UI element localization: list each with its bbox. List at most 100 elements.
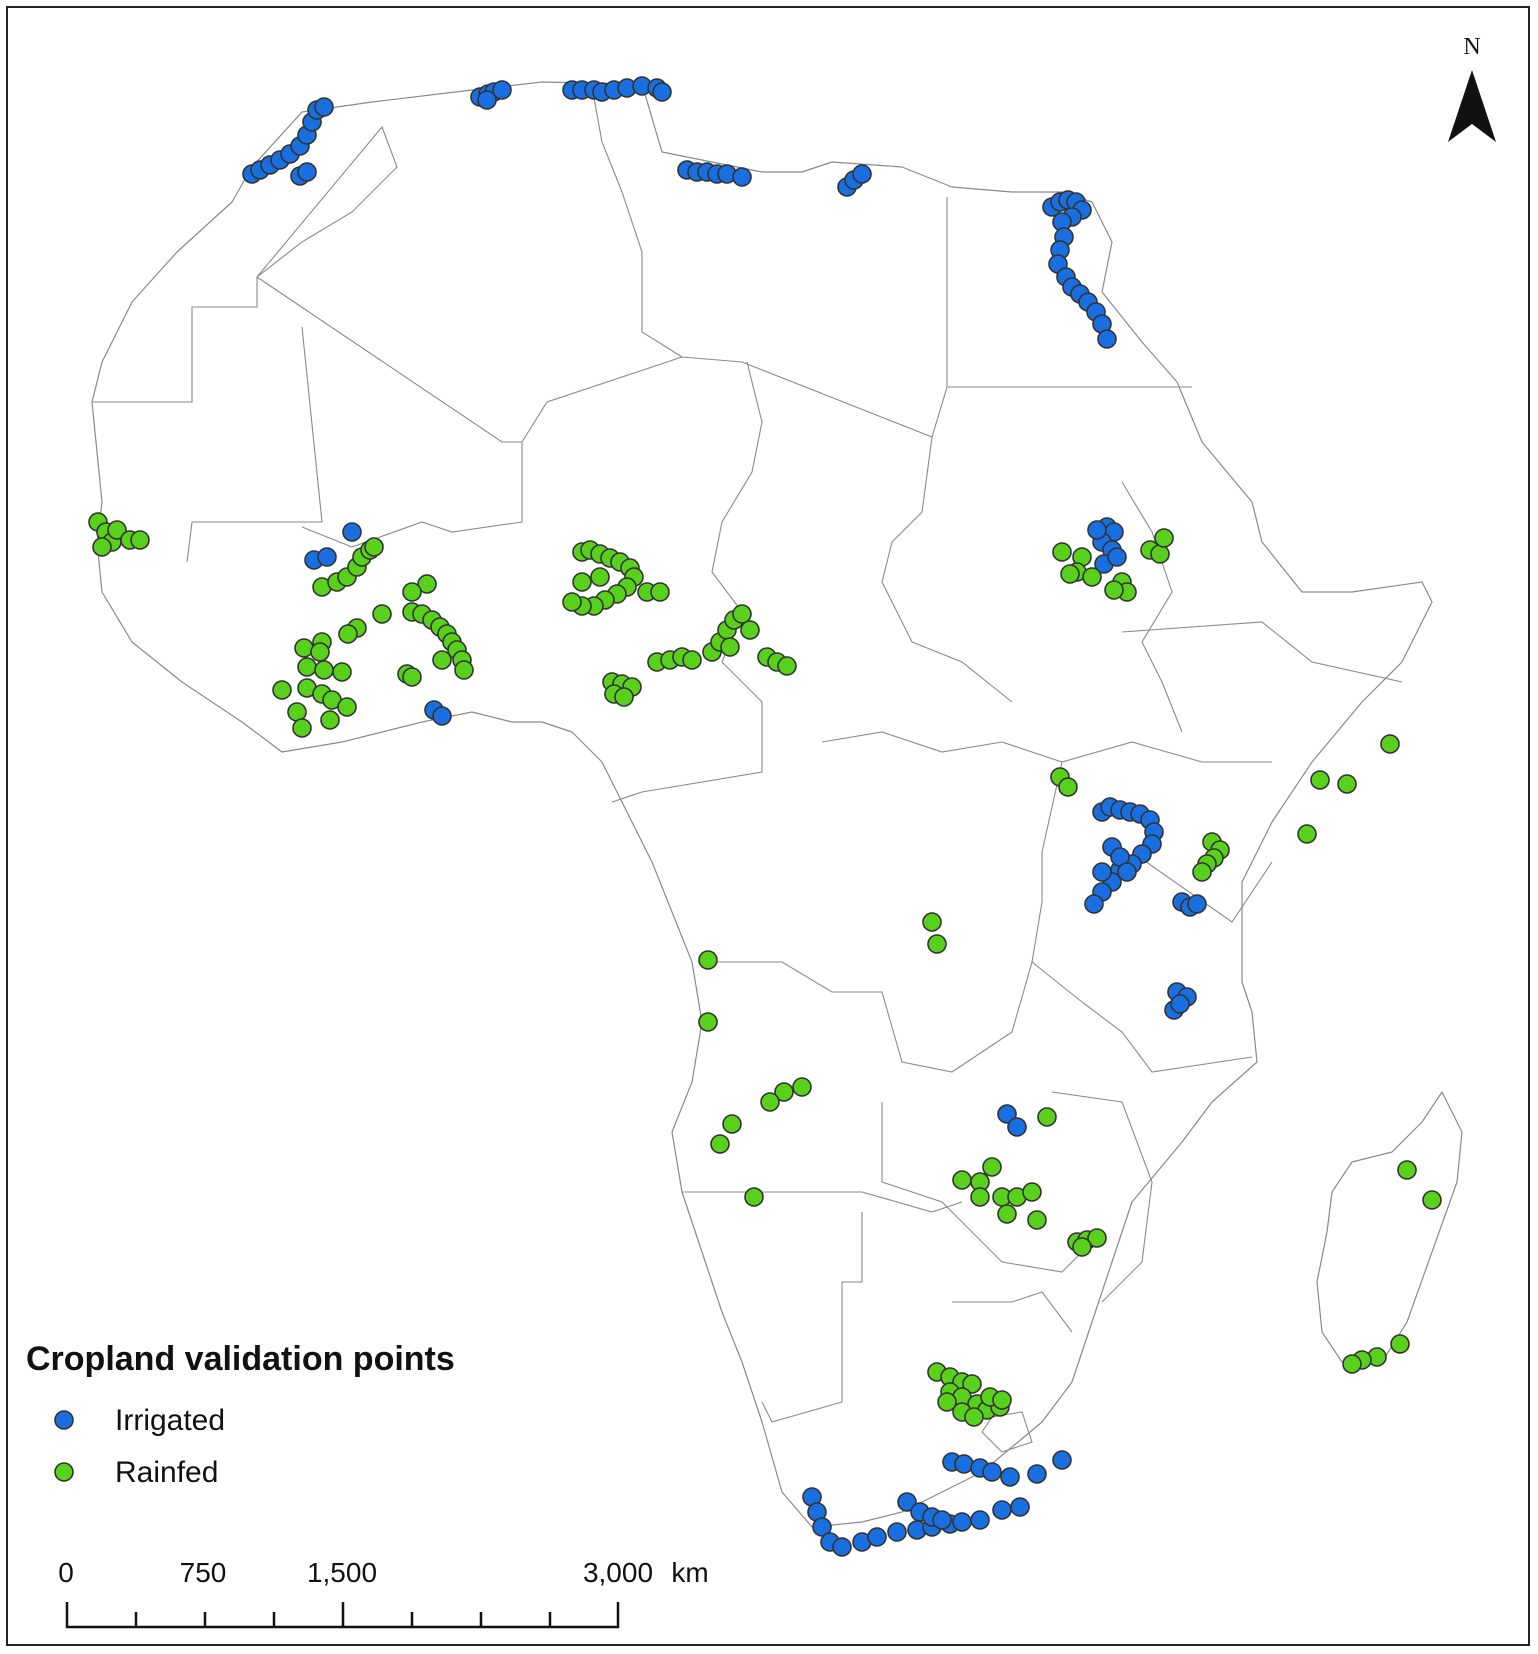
irrigated-point [954, 1454, 974, 1474]
irrigated-point [932, 1510, 952, 1530]
scale-bar: 0 750 1,500 3,000 km [58, 1557, 709, 1629]
irrigated-point [1007, 1117, 1027, 1137]
rainfed-point [1022, 1182, 1042, 1202]
rainfed-point [614, 687, 634, 707]
rainfed-point [338, 624, 358, 644]
africa-map: N Cropland validation points Irrigated R… [26, 34, 1496, 1629]
rainfed-point [937, 1392, 957, 1412]
rainfed-point [1154, 528, 1174, 548]
irrigated-point [1052, 1450, 1072, 1470]
irrigated-point [297, 162, 317, 182]
rainfed-point [1104, 580, 1124, 600]
rainfed-point [952, 1170, 972, 1190]
irrigated-point [317, 547, 337, 567]
north-arrow: N [1448, 34, 1496, 142]
irrigated-point [997, 1104, 1017, 1124]
rainfed-point [590, 567, 610, 587]
irrigated-point [887, 1522, 907, 1542]
scale-unit: km [671, 1557, 708, 1588]
legend: Cropland validation points Irrigated Rai… [26, 1340, 455, 1489]
rainfed-point [320, 710, 340, 730]
rainfed-point [130, 530, 150, 550]
irrigated-point [852, 164, 872, 184]
irrigated-point [1084, 894, 1104, 914]
rainfed-point [720, 637, 740, 657]
rainfed-point [292, 718, 312, 738]
irrigated-point [477, 90, 497, 110]
irrigated-point [342, 522, 362, 542]
rainfed-point [774, 1082, 794, 1102]
rainfed-points [88, 512, 1442, 1427]
irrigated-point [897, 1492, 917, 1512]
irrigated-point [812, 1517, 832, 1537]
rainfed-point [1380, 734, 1400, 754]
rainfed-point [272, 680, 292, 700]
rainfed-point [402, 667, 422, 687]
rainfed-point [760, 1092, 780, 1112]
rainfed-point [1027, 1210, 1047, 1230]
rainfed-point [92, 537, 112, 557]
rainfed-point [1422, 1190, 1442, 1210]
legend-rainfed-label: Rainfed [115, 1456, 218, 1489]
irrigated-points [242, 76, 1207, 1557]
rainfed-point [1087, 1228, 1107, 1248]
rainfed-point [777, 656, 797, 676]
map-frame: N Cropland validation points Irrigated R… [6, 6, 1530, 1646]
rainfed-point [332, 662, 352, 682]
rainfed-point [698, 950, 718, 970]
rainfed-point [337, 697, 357, 717]
rainfed-point [970, 1187, 990, 1207]
irrigated-point [867, 1527, 887, 1547]
rainfed-point [1192, 862, 1212, 882]
rainfed-point [417, 574, 437, 594]
irrigated-point [982, 1462, 1002, 1482]
rainfed-point [922, 912, 942, 932]
irrigated-point [492, 80, 512, 100]
legend-irrigated-swatch [54, 1410, 74, 1430]
scale-label-3000: 3,000 [583, 1557, 653, 1588]
north-arrow-label: N [1463, 34, 1480, 60]
irrigated-point [1117, 862, 1137, 882]
irrigated-point [1187, 894, 1207, 914]
rainfed-point [1310, 770, 1330, 790]
irrigated-point [1027, 1464, 1047, 1484]
rainfed-point [927, 934, 947, 954]
irrigated-point [1092, 862, 1112, 882]
rainfed-point [792, 1077, 812, 1097]
rainfed-point [997, 1204, 1017, 1224]
rainfed-point [710, 1134, 730, 1154]
rainfed-point [1052, 542, 1072, 562]
rainfed-point [432, 650, 452, 670]
rainfed-point [744, 1187, 764, 1207]
rainfed-point [1397, 1160, 1417, 1180]
rainfed-point [314, 660, 334, 680]
rainfed-point [740, 620, 760, 640]
rainfed-point [372, 604, 392, 624]
irrigated-point [1097, 329, 1117, 349]
rainfed-point [1390, 1334, 1410, 1354]
legend-rainfed-swatch [54, 1462, 74, 1482]
irrigated-point [1000, 1467, 1020, 1487]
irrigated-point [314, 97, 334, 117]
rainfed-point [294, 638, 314, 658]
north-arrow-icon [1448, 70, 1472, 142]
irrigated-point [1170, 994, 1190, 1014]
irrigated-point [732, 167, 752, 187]
legend-irrigated-label: Irrigated [115, 1404, 225, 1437]
rainfed-point [297, 657, 317, 677]
scale-label-750: 750 [180, 1557, 227, 1588]
rainfed-point [310, 642, 330, 662]
rainfed-point [1037, 1107, 1057, 1127]
country-borders [92, 86, 1403, 1453]
irrigated-point [1107, 547, 1127, 567]
rainfed-point [1297, 824, 1317, 844]
rainfed-point [1082, 567, 1102, 587]
rainfed-point [454, 660, 474, 680]
africa-outline [91, 81, 1433, 1528]
scale-label-1500: 1,500 [307, 1557, 377, 1588]
rainfed-point [650, 582, 670, 602]
rainfed-point [562, 592, 582, 612]
irrigated-point [652, 82, 672, 102]
irrigated-point [992, 1500, 1012, 1520]
scale-label-0: 0 [58, 1557, 74, 1588]
